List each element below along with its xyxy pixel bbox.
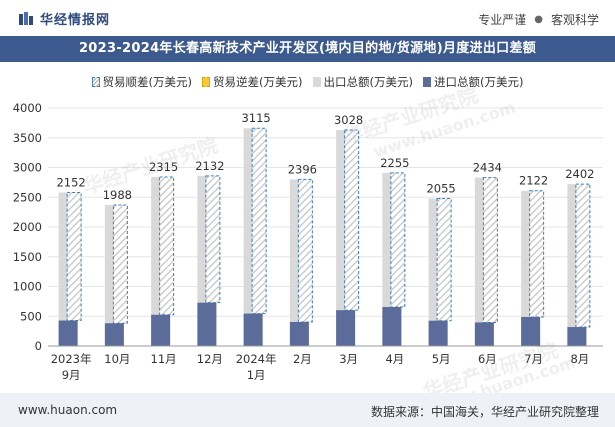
x-tick-label: 12月 [197,352,223,366]
legend-swatch-deficit [202,77,211,87]
surplus-bar [482,177,498,323]
import-bar [521,316,541,346]
brand: 华经情报网 [18,9,110,28]
chart-area: 2152 1988 2315 2132 3115 2396 3028 2255 2055 2434… [13,101,603,382]
surplus-bar [205,175,221,304]
x-tick-label: 4月 [385,352,404,366]
x-tick-label: 9月 [62,368,81,382]
import-bar [474,322,494,346]
x-tick-label: 8月 [570,352,589,366]
tag-professional: 专业严谨 [478,13,527,27]
brand-logo-icon [19,11,33,25]
surplus-data-label: 2315 [149,160,178,174]
legend-item-import: 进口总额(万美元) [422,74,524,90]
surplus-bar [66,191,82,322]
x-tick-label: 6月 [478,352,497,366]
brand-name: 华经情报网 [40,13,111,28]
x-tick-label: 1月 [247,368,266,382]
chart-legend: 贸易顺差(万美元) 贸易逆差(万美元) 出口总额(万美元) 进口总额(万美元) [0,74,615,90]
footer-website-link[interactable]: www.huaon.com [18,403,118,417]
surplus-bar [344,129,360,311]
chart-title: 2023-2024年长春高新技术产业开发区(境内目的地/货源地)月度进出口差额 [0,36,615,62]
tag-objective: 客观科学 [550,13,599,27]
import-bar [58,320,78,346]
surplus-data-label: 2434 [473,161,502,175]
surplus-data-label: 2152 [56,175,85,189]
surplus-data-label: 2132 [195,159,224,173]
legend-item-deficit: 贸易逆差(万美元) [202,74,303,90]
import-bar [567,327,587,346]
surplus-bar [390,172,406,308]
import-bar [104,323,124,346]
legend-swatch-import [422,77,431,87]
surplus-data-label: 1988 [103,188,132,202]
surplus-bar [436,197,452,322]
tag-separator-icon: ● [534,14,543,25]
surplus-data-label: 3028 [334,113,363,127]
import-bar [289,321,309,346]
surplus-bar [112,204,128,324]
x-tick-label: 2023年 [51,352,92,366]
import-bar [243,313,263,346]
legend-swatch-export [312,77,321,87]
surplus-data-label: 2255 [380,156,409,170]
surplus-bar [297,178,313,323]
x-tick-label: 11月 [151,352,177,366]
surplus-data-label: 2402 [565,167,594,181]
x-tick-label: 5月 [432,352,451,366]
legend-label-surplus: 贸易顺差(万美元) [102,75,193,89]
y-tick-label: 3000 [13,161,42,175]
y-tick-label: 0 [35,339,42,353]
legend-label-import: 进口总额(万美元) [433,75,524,89]
import-bar [151,314,171,346]
y-tick-label: 4000 [13,101,42,115]
y-tick-label: 2000 [13,220,42,234]
legend-swatch-surplus [91,77,100,87]
import-bar [382,307,402,346]
y-tick-label: 500 [20,309,42,323]
footer: www.huaon.com 数据来源：中国海关，华经产业研究院整理 [0,393,615,427]
y-tick-label: 2500 [13,190,42,204]
surplus-bar [251,127,267,315]
footer-source: 数据来源：中国海关，华经产业研究院整理 [370,405,599,419]
x-tick-label: 10月 [104,352,130,366]
surplus-data-label: 2396 [288,162,317,176]
surplus-data-label: 2122 [519,174,548,188]
legend-item-export: 出口总额(万美元) [312,74,413,90]
legend-item-surplus: 贸易顺差(万美元) [91,74,193,90]
slogan-tags: 专业严谨 ● 客观科学 [478,11,599,28]
surplus-bar [159,176,175,316]
top-bar: 华经情报网 专业严谨 ● 客观科学 [0,0,615,36]
import-bar [336,310,356,346]
surplus-bar [575,183,591,328]
surplus-data-label: 3115 [241,111,270,125]
import-bar [197,302,217,346]
y-tick-label: 1000 [13,280,42,294]
surplus-bar [529,190,545,318]
x-tick-label: 2024年 [236,352,277,366]
import-bar [428,320,448,346]
y-tick-label: 1500 [13,250,42,264]
x-tick-label: 2月 [293,352,312,366]
legend-label-deficit: 贸易逆差(万美元) [213,75,303,89]
x-tick-label: 3月 [339,352,358,366]
y-tick-label: 3500 [13,131,42,145]
surplus-data-label: 2055 [426,181,455,195]
legend-label-export: 出口总额(万美元) [323,75,413,89]
x-tick-label: 7月 [524,352,543,366]
